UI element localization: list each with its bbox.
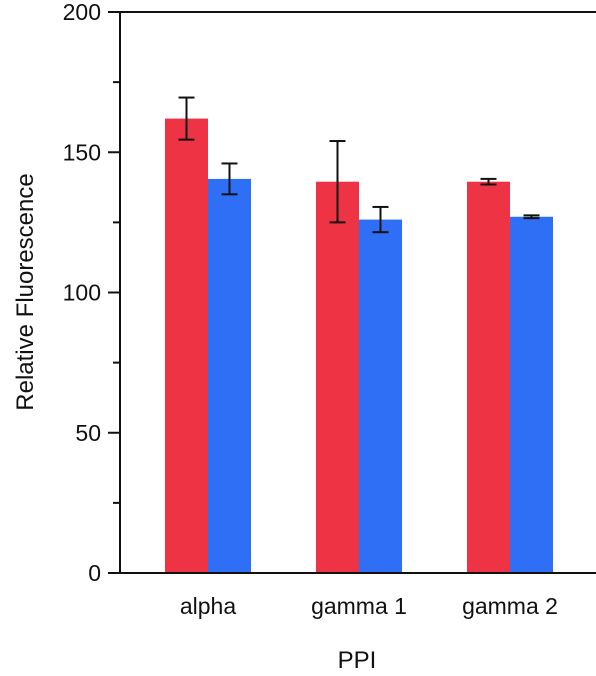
x-tick-labels: alpha gamma 1 gamma 2 <box>180 593 558 619</box>
bar <box>359 219 402 573</box>
y-tick-label: 0 <box>88 560 101 586</box>
bar <box>510 216 553 573</box>
y-tick-label: 200 <box>63 0 101 25</box>
x-tick-label: alpha <box>180 593 236 619</box>
bar <box>208 178 251 573</box>
bar <box>316 181 359 573</box>
y-tick-label: 100 <box>63 280 101 306</box>
bar <box>165 118 208 573</box>
y-tick-labels: 0 50 100 150 200 <box>63 0 101 586</box>
y-tick-label: 50 <box>75 420 101 446</box>
error-bars <box>178 96 540 234</box>
x-axis-title: PPI <box>338 647 377 674</box>
y-axis-title: Relative Fluorescence <box>12 173 39 410</box>
y-tick-label: 150 <box>63 139 101 165</box>
x-tick-label: gamma 1 <box>311 593 407 619</box>
bars <box>165 118 553 573</box>
y-tick-marks <box>108 11 120 574</box>
x-tick-label: gamma 2 <box>462 593 558 619</box>
bar <box>467 181 510 573</box>
